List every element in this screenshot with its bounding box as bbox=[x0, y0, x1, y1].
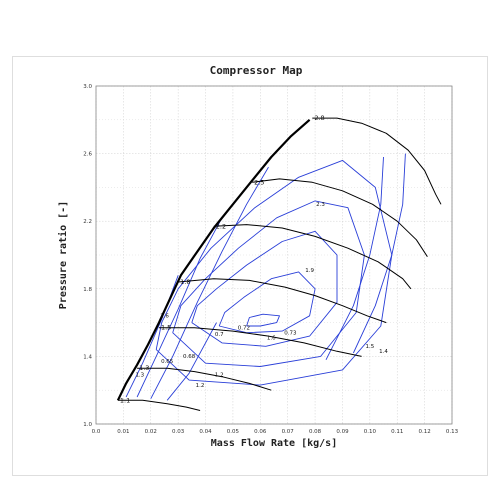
y-axis-label: Pressure ratio [-] bbox=[57, 201, 69, 309]
speed-line-label: 1.1 bbox=[120, 396, 130, 404]
x-tick-label: 0.12 bbox=[418, 429, 430, 435]
contour-label: 0.73 bbox=[284, 330, 297, 336]
efficiency-contour-branch bbox=[325, 156, 384, 361]
chart-title: Compressor Map bbox=[210, 64, 303, 77]
contour-label: 1.6 bbox=[267, 336, 276, 342]
speed-line bbox=[252, 178, 428, 257]
chart-frame bbox=[12, 56, 488, 476]
speed-line bbox=[137, 367, 272, 391]
speed-line-label: 1.5 bbox=[161, 324, 171, 332]
y-tick-label: 1.4 bbox=[83, 354, 92, 360]
contour-label: 0.7 bbox=[215, 332, 224, 338]
speed-line-label: 2.8 bbox=[314, 114, 324, 122]
x-tick-label: 0.10 bbox=[364, 429, 377, 435]
speed-line bbox=[312, 117, 442, 205]
x-tick-label: 0.04 bbox=[199, 429, 212, 435]
efficiency-contour-branch bbox=[352, 153, 406, 354]
x-tick-label: 0.09 bbox=[336, 429, 349, 435]
x-tick-label: 0.03 bbox=[172, 429, 185, 435]
axis-ticks: 0.0 0.01 0.02 0.03 0.04 0.05 0.06 0.07 0.08 0.09 0… bbox=[83, 84, 458, 435]
surge-line bbox=[116, 118, 311, 401]
contour-label: 0.65 bbox=[161, 359, 174, 365]
efficiency-contour-branch bbox=[136, 217, 223, 398]
grid bbox=[95, 85, 453, 425]
speed-line-label: 2.2 bbox=[216, 222, 226, 230]
contour-label: 0.72 bbox=[238, 325, 250, 331]
speed-lines: 1.1 1.3 1.5 1.8 2.2 2.5 2.8 bbox=[116, 114, 442, 411]
speed-line bbox=[159, 327, 362, 357]
efficiency-contour bbox=[246, 313, 280, 327]
contour-label: 0.68 bbox=[183, 354, 196, 360]
contour-label: 1.9 bbox=[305, 268, 314, 274]
x-tick-label: 0.02 bbox=[145, 429, 157, 435]
efficiency-contour bbox=[172, 200, 365, 367]
efficiency-contour bbox=[191, 230, 338, 347]
efficiency-contour-branch bbox=[166, 322, 217, 401]
efficiency-contours bbox=[125, 153, 406, 401]
contour-label: 2.3 bbox=[316, 202, 325, 208]
x-tick-label: 0.13 bbox=[446, 429, 459, 435]
x-tick-label: 0.01 bbox=[117, 429, 129, 435]
y-tick-label: 3.0 bbox=[83, 84, 92, 90]
x-axis-label: Mass Flow Rate [kg/s] bbox=[211, 438, 337, 449]
efficiency-contour-branch bbox=[150, 166, 269, 399]
speed-line-label: 2.5 bbox=[254, 178, 264, 186]
plot-area bbox=[95, 85, 453, 425]
y-tick-label: 1.0 bbox=[83, 422, 92, 428]
efficiency-contour bbox=[218, 271, 316, 334]
speed-line-label: 1.8 bbox=[180, 278, 190, 286]
contour-label: 1.4 bbox=[379, 349, 388, 355]
contour-label: 1.2 bbox=[196, 383, 205, 389]
x-tick-label: 0.0 bbox=[92, 429, 101, 435]
x-tick-label: 0.07 bbox=[282, 429, 295, 435]
y-tick-label: 2.2 bbox=[83, 219, 92, 225]
x-tick-label: 0.08 bbox=[309, 429, 322, 435]
speed-line bbox=[117, 399, 201, 411]
x-tick-label: 0.05 bbox=[227, 429, 240, 435]
y-tick-label: 2.6 bbox=[83, 152, 92, 158]
y-tick-label: 1.8 bbox=[83, 287, 92, 293]
contour-label: 1.2 bbox=[215, 373, 224, 379]
speed-line-label: 1.3 bbox=[139, 364, 149, 372]
annotations: 2.3 1.9 1.5 1.4 1.6 1.3 0.65 0.68 0.7 0.72 0.73 1.2… bbox=[135, 202, 388, 389]
contour-label: 1.3 bbox=[135, 373, 144, 379]
efficiency-contour bbox=[155, 159, 393, 386]
contour-label: 1.6 bbox=[160, 314, 169, 320]
x-tick-label: 0.06 bbox=[254, 429, 267, 435]
contour-label: 1.5 bbox=[365, 344, 374, 350]
x-tick-label: 0.11 bbox=[391, 429, 403, 435]
speed-line bbox=[213, 224, 412, 290]
speed-line bbox=[178, 278, 387, 324]
